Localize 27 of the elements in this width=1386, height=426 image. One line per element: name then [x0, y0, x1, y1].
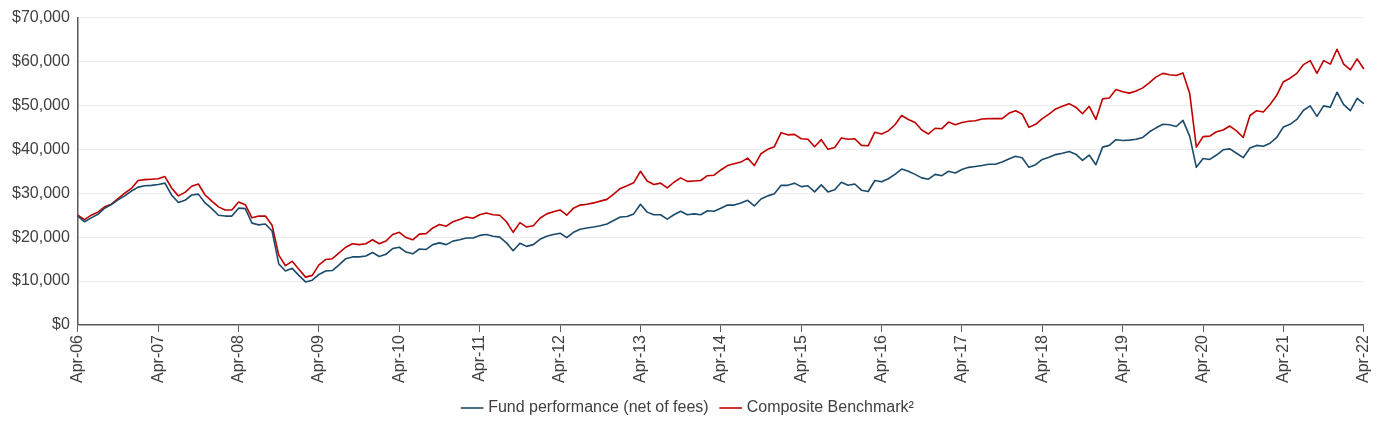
x-tick-label: Apr-14	[711, 334, 729, 384]
y-tick-label: $0	[52, 315, 70, 333]
y-tick-label: $10,000	[11, 271, 70, 289]
x-tick-label: Apr-12	[550, 334, 568, 384]
y-tick-label: $40,000	[11, 139, 70, 157]
x-tick-label: Apr-22	[1354, 334, 1372, 384]
legend-label: Fund performance (net of fees)	[488, 398, 709, 416]
x-tick-label: Apr-11	[470, 334, 488, 382]
x-tick-label: Apr-18	[1032, 334, 1050, 384]
x-tick-label: Apr-19	[1113, 334, 1131, 384]
legend-label: Composite Benchmark²	[746, 398, 915, 416]
x-tick-label: Apr-17	[952, 334, 970, 384]
y-tick-label: $60,000	[11, 51, 70, 69]
x-tick-label: Apr-07	[148, 334, 166, 384]
x-tick-label: Apr-16	[871, 334, 889, 384]
y-tick-label: $30,000	[11, 183, 70, 201]
x-tick-label: Apr-15	[791, 334, 809, 384]
x-tick-label: Apr-21	[1273, 334, 1291, 384]
x-tick-label: Apr-20	[1193, 334, 1211, 384]
x-tick-label: Apr-08	[228, 334, 246, 384]
y-tick-label: $70,000	[11, 8, 70, 26]
x-tick-label: Apr-10	[389, 334, 407, 384]
y-tick-label: $20,000	[11, 227, 70, 245]
x-tick-label: Apr-09	[309, 334, 327, 384]
y-tick-label: $50,000	[11, 95, 70, 113]
x-tick-label: Apr-13	[630, 334, 648, 384]
x-tick-label: Apr-06	[68, 334, 86, 384]
